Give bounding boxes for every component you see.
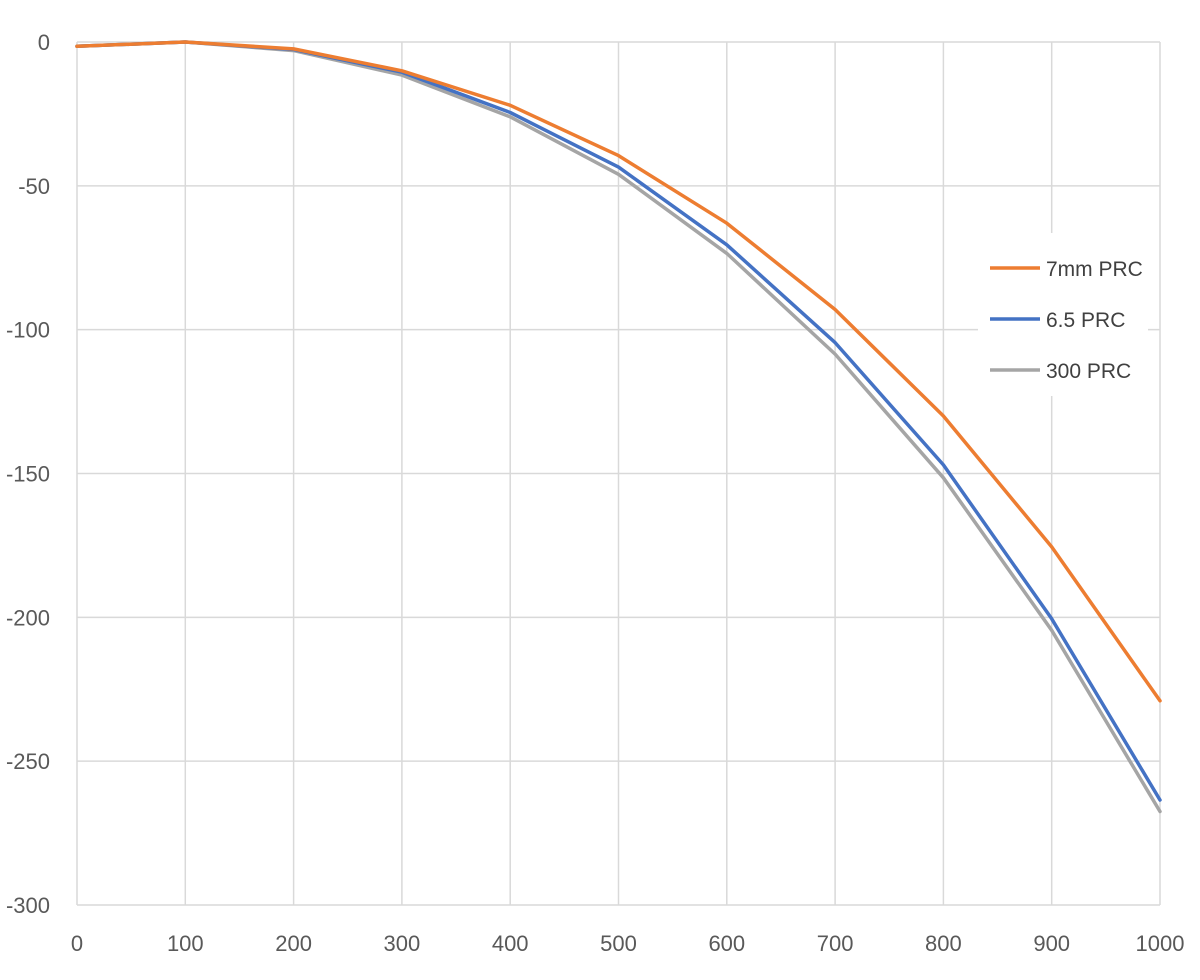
legend: 7mm PRC 6.5 PRC 300 PRC <box>978 233 1148 396</box>
x-tick-label: 400 <box>492 931 529 956</box>
x-tick-label: 700 <box>817 931 854 956</box>
x-tick-label: 200 <box>275 931 312 956</box>
x-tick-label: 500 <box>600 931 637 956</box>
x-tick-label: 300 <box>384 931 421 956</box>
legend-label: 7mm PRC <box>1046 258 1143 281</box>
x-tick-label: 900 <box>1033 931 1070 956</box>
x-tick-label: 100 <box>167 931 204 956</box>
y-tick-label: -150 <box>6 462 50 487</box>
legend-label: 6.5 PRC <box>1046 309 1125 332</box>
x-tick-label: 800 <box>925 931 962 956</box>
x-tick-label: 1000 <box>1136 931 1185 956</box>
y-tick-label: -100 <box>6 318 50 343</box>
legend-label: 300 PRC <box>1046 360 1131 383</box>
tick-labels: 0 100 200 300 400 500 600 700 800 900 1000 0 -50 -100… <box>6 30 1185 956</box>
grid <box>76 41 1161 906</box>
y-tick-label: -200 <box>6 605 50 630</box>
y-tick-label: -300 <box>6 893 50 918</box>
y-tick-label: -50 <box>18 174 50 199</box>
x-tick-label: 600 <box>708 931 745 956</box>
series-line-7mm-prc <box>75 40 1162 703</box>
y-tick-label: -250 <box>6 749 50 774</box>
y-tick-label: 0 <box>38 30 50 55</box>
x-tick-label: 0 <box>71 931 83 956</box>
series-lines <box>75 40 1162 814</box>
